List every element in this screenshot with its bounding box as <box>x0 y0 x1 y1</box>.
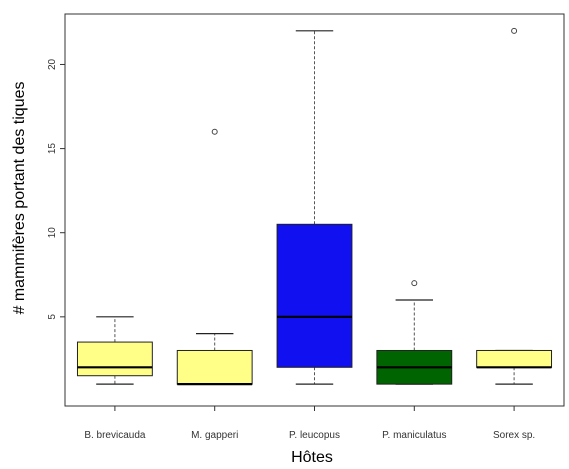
box-group <box>176 128 253 386</box>
outlier-point <box>411 280 418 287</box>
box-body <box>476 349 553 368</box>
x-tick-label: P. maniculatus <box>382 430 446 441</box>
y-tick-label: 15 <box>47 143 58 155</box>
x-tick-label: P. leucopus <box>289 430 340 441</box>
outlier-point <box>511 27 518 34</box>
y-tick-label: 10 <box>47 227 58 239</box>
box-body <box>176 349 253 385</box>
x-tick-label: M. gapperi <box>191 430 238 441</box>
box-body <box>76 341 153 377</box>
y-tick-label: 20 <box>47 58 58 70</box>
x-tick-label: B. brevicauda <box>84 430 146 441</box>
box-group <box>476 27 553 385</box>
box-group <box>276 30 353 385</box>
y-axis: 5 10 15 20 <box>47 58 66 320</box>
x-axis-title: Hôtes <box>291 449 333 466</box>
y-tick-label: 5 <box>47 314 58 320</box>
y-axis-title: # mammifères portant des tiques <box>11 82 28 315</box>
boxes-layer <box>76 27 553 386</box>
box-group <box>376 280 453 385</box>
box-group <box>76 316 153 385</box>
box-body <box>276 223 353 368</box>
x-axis: B. brevicauda M. gapperi P. leucopus P. man… <box>84 406 535 441</box>
x-tick-label: Sorex sp. <box>493 430 535 441</box>
outlier-point <box>211 128 218 135</box>
